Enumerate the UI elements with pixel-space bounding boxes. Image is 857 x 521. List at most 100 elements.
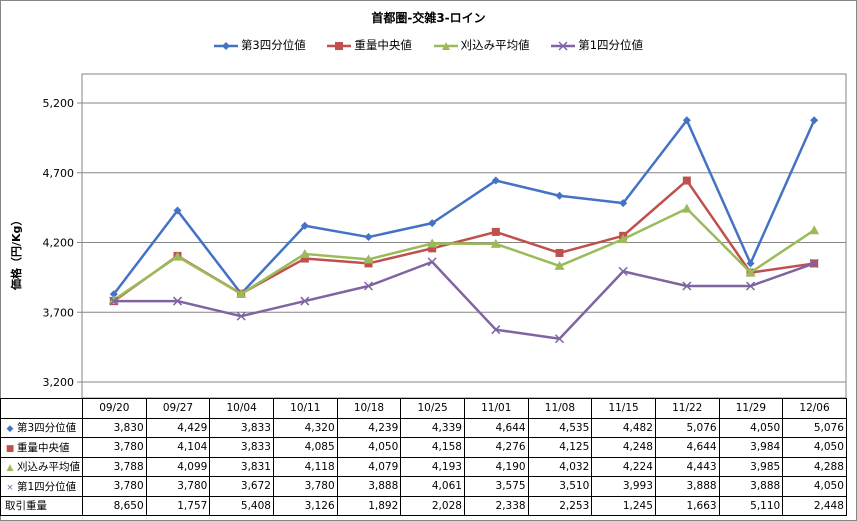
table-row-label: 第3四分位値 xyxy=(17,422,77,435)
y-tick-label: 4,700 xyxy=(43,167,75,180)
data-label: 4,085 xyxy=(272,437,338,458)
data-point-triangle xyxy=(299,248,310,258)
x-tick-label: 11/22 xyxy=(654,398,720,419)
data-label: 4,443 xyxy=(654,456,720,477)
plot-area-border xyxy=(81,73,847,399)
x-tick-label: 11/29 xyxy=(718,398,784,419)
table-row-label: 第1四分位値 xyxy=(17,480,77,493)
legend-item-q3: 第3四分位値 xyxy=(213,37,306,53)
data-point-diamond xyxy=(173,206,182,215)
data-label: 2,448 xyxy=(782,495,847,516)
data-point-triangle xyxy=(172,251,183,261)
legend-item-q1: 第1四分位値 xyxy=(551,37,643,53)
x-tick-label: 11/15 xyxy=(591,398,656,419)
data-label: 3,126 xyxy=(272,495,338,516)
data-label: 4,050 xyxy=(718,417,784,438)
table-header-row: 09/20 09/27 10/04 10/11 10/18 10/25 11/01 11/08… xyxy=(0,398,847,419)
legend-key-triangle-icon: ▲ xyxy=(6,463,14,474)
data-label: 4,535 xyxy=(527,417,593,438)
x-tick-label: 09/27 xyxy=(145,398,211,419)
legend-label-trimmed: 刈込み平均値 xyxy=(460,38,530,52)
legend-triangle-marker-icon xyxy=(433,41,458,50)
data-point-triangle xyxy=(809,225,820,235)
data-label: 3,510 xyxy=(527,476,593,497)
data-point-diamond xyxy=(555,191,564,200)
x-tick-label: 10/04 xyxy=(209,398,274,419)
series-line-3 xyxy=(113,260,815,341)
x-tick-label: 10/25 xyxy=(400,398,465,419)
data-point-triangle xyxy=(427,238,438,248)
data-point-diamond xyxy=(746,259,755,268)
table-row-header: ◆ 第3四分位値 xyxy=(0,417,83,438)
data-point-triangle xyxy=(490,238,501,248)
data-label: 3,788 xyxy=(82,456,147,477)
data-point-triangle xyxy=(363,254,374,264)
data-table: 09/20 09/27 10/04 10/11 10/18 10/25 11/01 11/08… xyxy=(0,398,847,516)
data-label: 2,028 xyxy=(400,495,465,516)
data-label: 4,276 xyxy=(463,437,529,458)
data-point-x xyxy=(682,281,692,291)
data-label: 3,888 xyxy=(654,476,720,497)
data-point-diamond xyxy=(109,290,118,299)
data-point-x xyxy=(363,281,374,291)
y-tick-label: 4,200 xyxy=(43,237,75,250)
data-point-x xyxy=(172,296,183,306)
data-point-x xyxy=(427,257,437,267)
legend-label-median: 重量中央値 xyxy=(354,38,412,52)
table-row-header: ▲ 刈込み平均値 xyxy=(0,456,83,477)
data-label: 4,288 xyxy=(782,456,847,477)
data-label: 4,239 xyxy=(336,417,402,438)
data-point-diamond xyxy=(491,176,500,185)
table-row-label: 取引重量 xyxy=(0,495,83,516)
data-label: 4,050 xyxy=(782,476,847,497)
data-point-diamond xyxy=(364,233,373,242)
table-row-volume: 取引重量 8,650 1,757 5,408 3,126 1,892 2,028 2,338 2… xyxy=(0,495,847,516)
legend-key-square-icon: ■ xyxy=(5,443,15,454)
data-point-square xyxy=(682,176,691,185)
data-point-x xyxy=(809,258,819,268)
data-label: 5,076 xyxy=(654,417,720,438)
data-point-diamond xyxy=(810,116,819,125)
data-label: 3,672 xyxy=(209,476,274,497)
data-label: 4,644 xyxy=(463,417,529,438)
data-label: 1,757 xyxy=(145,495,211,516)
y-tick-label: 3,200 xyxy=(43,376,75,389)
x-tick-label: 11/08 xyxy=(527,398,593,419)
data-label: 4,320 xyxy=(272,417,338,438)
data-label: 4,125 xyxy=(527,437,593,458)
data-point-square xyxy=(428,244,437,253)
data-label: 4,050 xyxy=(336,437,402,458)
data-point-diamond xyxy=(619,199,628,208)
data-label: 1,892 xyxy=(336,495,402,516)
y-tick-label: 5,200 xyxy=(43,97,75,110)
data-point-x xyxy=(300,296,310,306)
data-label: 4,644 xyxy=(654,437,720,458)
table-row: × 第1四分位値 3,780 3,780 3,672 3,780 3,888 4,061 3,5… xyxy=(0,476,847,497)
series-line-1 xyxy=(113,179,815,303)
data-point-square xyxy=(555,248,564,257)
data-label: 8,650 xyxy=(82,495,147,516)
table-row-header: ■ 重量中央値 xyxy=(0,437,83,458)
data-label: 4,050 xyxy=(782,437,847,458)
x-tick-label: 10/11 xyxy=(272,398,338,419)
table-corner xyxy=(0,398,83,419)
legend-diamond-marker-icon xyxy=(213,41,238,50)
data-label: 5,076 xyxy=(782,417,847,438)
data-point-diamond xyxy=(428,219,437,228)
data-point-square xyxy=(300,254,309,263)
data-label: 3,993 xyxy=(591,476,656,497)
data-label: 2,338 xyxy=(463,495,529,516)
data-label: 2,253 xyxy=(527,495,593,516)
data-point-x xyxy=(491,325,501,335)
data-label: 3,831 xyxy=(209,456,274,477)
legend: 第3四分位値 重量中央値 刈込み平均値 第1四分位値 xyxy=(0,37,857,53)
table-row: ■ 重量中央値 3,780 4,104 3,833 4,085 4,050 4,158 4,27… xyxy=(0,437,847,458)
data-label: 5,110 xyxy=(718,495,784,516)
data-label: 4,339 xyxy=(400,417,465,438)
data-label: 3,780 xyxy=(272,476,338,497)
data-label: 3,888 xyxy=(336,476,402,497)
data-point-triangle xyxy=(681,203,692,213)
legend-item-trimmed: 刈込み平均値 xyxy=(433,37,530,53)
table-row-label: 重量中央値 xyxy=(17,441,70,454)
data-point-triangle xyxy=(236,288,247,298)
